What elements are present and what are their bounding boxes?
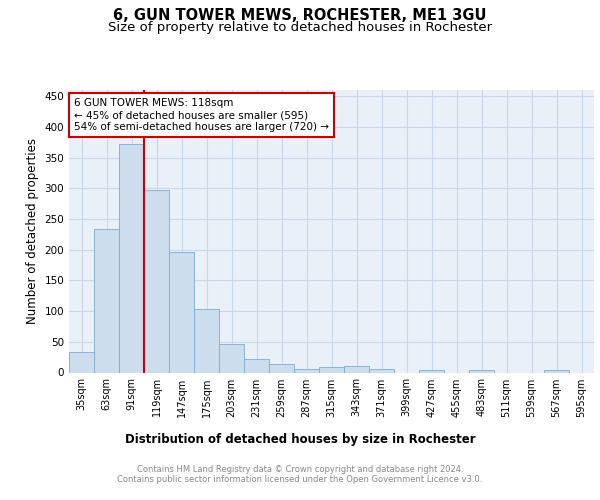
Bar	[144, 190, 169, 372]
Text: 6 GUN TOWER MEWS: 118sqm
← 45% of detached houses are smaller (595)
54% of semi-: 6 GUN TOWER MEWS: 118sqm ← 45% of detach…	[74, 98, 329, 132]
Bar	[169, 252, 194, 372]
Bar	[419, 370, 444, 372]
Y-axis label: Number of detached properties: Number of detached properties	[26, 138, 39, 324]
Bar	[544, 370, 569, 372]
Bar	[269, 364, 294, 372]
Text: 6, GUN TOWER MEWS, ROCHESTER, ME1 3GU: 6, GUN TOWER MEWS, ROCHESTER, ME1 3GU	[113, 8, 487, 22]
Bar	[244, 359, 269, 372]
Bar	[194, 308, 219, 372]
Bar	[319, 367, 344, 372]
Bar	[344, 366, 369, 372]
Bar	[294, 370, 319, 372]
Text: Contains HM Land Registry data © Crown copyright and database right 2024.
Contai: Contains HM Land Registry data © Crown c…	[118, 465, 482, 484]
Bar	[69, 352, 94, 372]
Text: Size of property relative to detached houses in Rochester: Size of property relative to detached ho…	[108, 21, 492, 34]
Bar	[369, 370, 394, 372]
Bar	[94, 229, 119, 372]
Bar	[119, 144, 144, 372]
Bar	[469, 370, 494, 372]
Bar	[219, 344, 244, 372]
Text: Distribution of detached houses by size in Rochester: Distribution of detached houses by size …	[125, 432, 475, 446]
